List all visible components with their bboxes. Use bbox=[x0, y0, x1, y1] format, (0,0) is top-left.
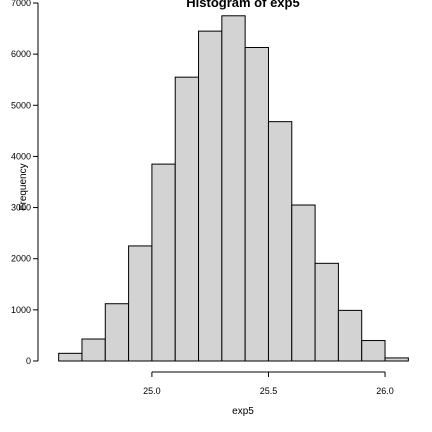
y-tick-label: 7000 bbox=[11, 0, 31, 8]
histogram-bar-8 bbox=[221, 15, 246, 362]
x-axis-title: exp5 bbox=[232, 406, 254, 417]
x-axis: 25.0 25.5 26.0 bbox=[143, 371, 394, 396]
histogram-bar-13 bbox=[337, 309, 363, 362]
histogram-bar-5 bbox=[151, 163, 176, 362]
x-tick-label: 25.0 bbox=[143, 386, 161, 396]
histogram-bar-11 bbox=[291, 204, 316, 362]
histogram-bar-2 bbox=[81, 338, 106, 362]
y-axis-title: Frequency bbox=[18, 163, 29, 210]
y-axis: 0 1000 2000 3000 4000 5000 6000 7000 bbox=[11, 0, 39, 366]
histogram-bar-15 bbox=[384, 357, 409, 362]
histogram-bar-14 bbox=[361, 340, 386, 362]
y-tick-label: 3000 bbox=[11, 203, 31, 213]
histogram-bar-12 bbox=[314, 262, 339, 362]
x-tick-label: 26.0 bbox=[376, 386, 394, 396]
x-tick-label: 25.5 bbox=[260, 386, 278, 396]
y-tick-label: 0 bbox=[26, 356, 31, 366]
chart-title: Histogram of exp5 bbox=[186, 0, 299, 10]
y-tick-label: 6000 bbox=[11, 49, 31, 59]
histogram-bar-3 bbox=[104, 303, 130, 362]
histogram-bar-10 bbox=[267, 121, 293, 362]
y-tick-label: 5000 bbox=[11, 100, 31, 110]
histogram-bar-4 bbox=[128, 245, 153, 362]
histogram-bar-7 bbox=[198, 30, 223, 362]
y-tick-label: 4000 bbox=[11, 151, 31, 161]
histogram-bar-9 bbox=[244, 46, 269, 362]
y-tick-label: 2000 bbox=[11, 254, 31, 264]
y-tick-label: 1000 bbox=[11, 305, 31, 315]
histogram-bar-1 bbox=[58, 352, 83, 362]
histogram-bar-6 bbox=[174, 76, 200, 362]
histogram-bars bbox=[58, 15, 409, 362]
